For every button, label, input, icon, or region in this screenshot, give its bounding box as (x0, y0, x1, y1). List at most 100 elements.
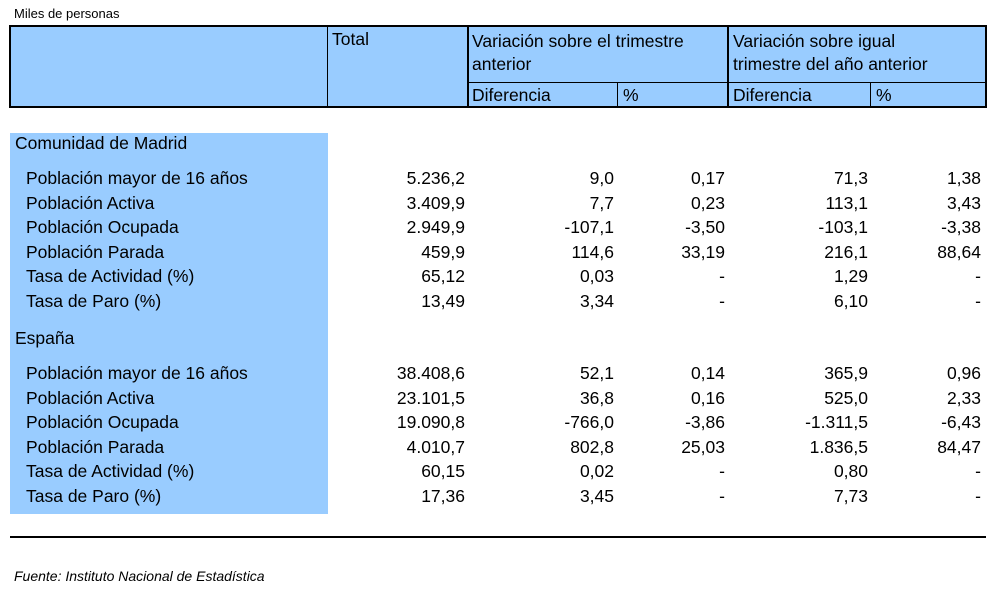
table-row: Población Parada 459,9 114,6 33,19 216,1 88,6… (0, 242, 1004, 267)
dif-anual-cell: 7,73 (833, 486, 868, 506)
table-row: Tasa de Paro (%) 17,36 3,45 - 7,73 - (0, 486, 1004, 511)
pct-trim-cell: 25,03 (681, 436, 725, 457)
pct-trim-cell: - (719, 266, 725, 287)
table-row: Población Ocupada 2.949,9 -107,1 -3,50 -103,… (0, 217, 1004, 242)
row-label: Población Parada (26, 436, 165, 457)
section-title-madrid: Comunidad de Madrid (15, 133, 188, 153)
pct-trim-cell: 0,14 (690, 363, 725, 383)
pct-anual-cell: - (975, 291, 981, 311)
row-label: Población mayor de 16 años (26, 168, 248, 188)
pct-trim-cell: 0,17 (690, 168, 725, 188)
dif-anual-cell: 71,3 (833, 168, 868, 188)
row-label: Población mayor de 16 años (26, 363, 248, 383)
dif-anual-cell: 1,29 (833, 266, 868, 287)
header-diferencia-trim: Diferencia (472, 85, 551, 105)
header-left-border (9, 25, 11, 108)
total-cell: 4.010,7 (406, 436, 465, 457)
total-cell: 13,49 (421, 291, 465, 311)
header-pct-anual: % (876, 85, 892, 105)
header-top-border (10, 25, 986, 27)
pct-anual-cell: -3,38 (941, 217, 981, 238)
pct-anual-cell: 88,64 (937, 241, 981, 262)
dif-trim-cell: 7,7 (589, 192, 614, 213)
pct-trim-cell: 33,19 (681, 241, 725, 262)
table-row: Población mayor de 16 años 5.236,2 9,0 0,17… (0, 168, 1004, 193)
pct-anual-cell: 2,33 (946, 387, 981, 408)
total-cell: 3.409,9 (406, 192, 465, 213)
total-cell: 60,15 (421, 461, 465, 482)
pct-trim-cell: 0,16 (690, 387, 725, 408)
row-label: Población Ocupada (26, 217, 179, 238)
total-cell: 5.236,2 (406, 168, 465, 188)
row-label: Población Ocupada (26, 412, 179, 433)
header-total: Total (332, 29, 369, 49)
table-row: Población Parada 4.010,7 802,8 25,03 1.836,5… (0, 437, 1004, 462)
dif-trim-cell: 9,0 (589, 168, 614, 188)
row-label: Población Parada (26, 241, 165, 262)
row-label: Tasa de Paro (%) (26, 486, 162, 506)
header-var-trimestre-line1: Variación sobre el trimestre (472, 31, 684, 51)
row-label: Tasa de Actividad (%) (26, 461, 195, 482)
total-cell: 38.408,6 (396, 363, 465, 383)
dif-trim-cell: 52,1 (579, 363, 614, 383)
pct-anual-cell: 0,96 (946, 363, 981, 383)
pct-anual-cell: - (975, 461, 981, 482)
dif-anual-cell: 525,0 (824, 387, 868, 408)
total-cell: 17,36 (421, 486, 465, 506)
dif-anual-cell: 1.836,5 (809, 436, 868, 457)
pct-trim-cell: 0,23 (690, 192, 725, 213)
dif-trim-cell: 3,34 (579, 291, 614, 311)
pct-anual-cell: -6,43 (941, 412, 981, 433)
total-cell: 23.101,5 (396, 387, 465, 408)
table-row: Población Ocupada 19.090,8 -766,0 -3,86 -1.3… (0, 412, 1004, 437)
header-right-border (985, 25, 987, 108)
header-pct-trim: % (623, 85, 639, 105)
row-label: Tasa de Paro (%) (26, 291, 162, 311)
header-col-divider-2 (467, 25, 469, 108)
table-header-background (10, 26, 986, 108)
header-var-trimestre-line2: anterior (472, 54, 532, 74)
header-diferencia-anual: Diferencia (733, 85, 812, 105)
pct-trim-cell: - (719, 291, 725, 311)
pct-trim-cell: - (719, 486, 725, 506)
dif-trim-cell: 802,8 (570, 436, 614, 457)
section-title-espana: España (15, 328, 75, 348)
dif-trim-cell: 0,03 (579, 266, 614, 287)
pct-anual-cell: 84,47 (937, 436, 981, 457)
pct-trim-cell: - (719, 461, 725, 482)
dif-anual-cell: 113,1 (825, 192, 869, 213)
header-col-divider-3 (727, 25, 729, 108)
total-cell: 65,12 (421, 266, 465, 287)
dif-trim-cell: 114,6 (571, 241, 615, 262)
table-bottom-rule (10, 536, 986, 538)
header-bottom-border (10, 106, 986, 108)
pct-trim-cell: -3,86 (685, 412, 725, 433)
pct-anual-cell: 3,43 (946, 192, 981, 213)
header-col-divider-1 (327, 25, 328, 108)
total-cell: 2.949,9 (406, 217, 465, 238)
pct-trim-cell: -3,50 (685, 217, 725, 238)
pct-anual-cell: 1,38 (946, 168, 981, 188)
row-label: Población Activa (26, 192, 155, 213)
header-var-anual-line1: Variación sobre igual (733, 31, 896, 51)
units-note: Miles de personas (14, 6, 120, 21)
dif-trim-cell: 0,02 (579, 461, 614, 482)
dif-anual-cell: 365,9 (824, 363, 868, 383)
total-cell: 19.090,8 (396, 412, 465, 433)
row-labels-background (10, 133, 328, 514)
table-row: Tasa de Actividad (%) 60,15 0,02 - 0,80 - (0, 461, 1004, 486)
total-cell: 459,9 (421, 241, 465, 262)
dif-anual-cell: 6,10 (833, 291, 868, 311)
dif-anual-cell: 216,1 (824, 241, 868, 262)
dif-anual-cell: -103,1 (818, 217, 868, 238)
pct-anual-cell: - (975, 266, 981, 287)
row-label: Tasa de Actividad (%) (26, 266, 195, 287)
table-row: Población Activa 3.409,9 7,7 0,23 113,1 3,43 (0, 193, 1004, 218)
pct-anual-cell: - (975, 486, 981, 506)
table-row: Población mayor de 16 años 38.408,6 52,1 0,… (0, 363, 1004, 388)
dif-anual-cell: -1.311,5 (805, 412, 868, 433)
dif-trim-cell: -107,1 (564, 217, 614, 238)
dif-trim-cell: 36,8 (579, 387, 614, 408)
source-note: Fuente: Instituto Nacional de Estadístic… (14, 568, 265, 584)
table-row: Tasa de Paro (%) 13,49 3,34 - 6,10 - (0, 291, 1004, 316)
